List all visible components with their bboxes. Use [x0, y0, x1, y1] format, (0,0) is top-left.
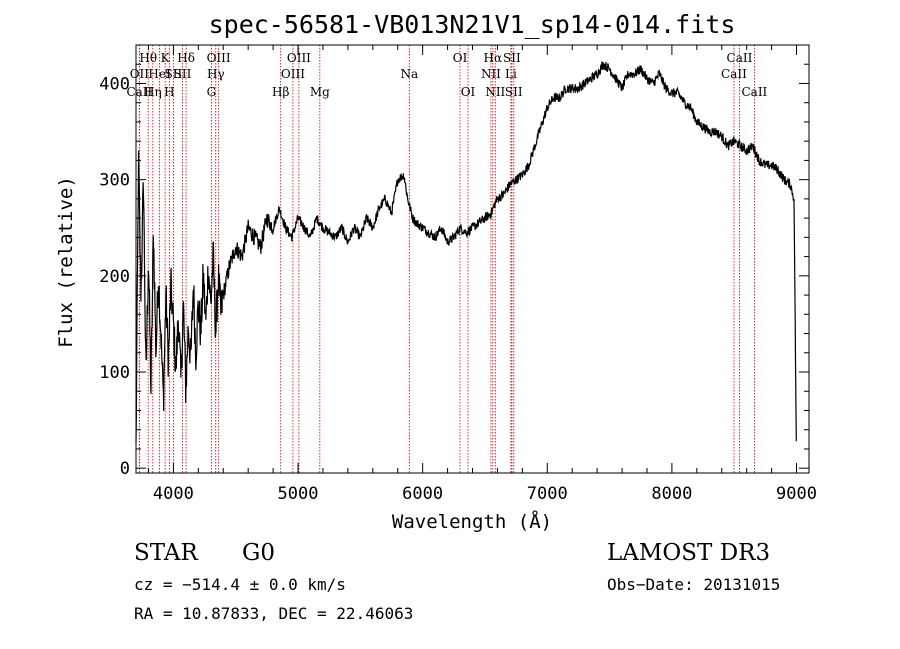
- spectral-line-label: SII: [165, 67, 183, 81]
- spectrum-series-line: [135, 60, 797, 443]
- y-tick-label: 0: [120, 459, 130, 479]
- coordinates-text: RA = 10.87833, DEC = 22.46063: [134, 604, 414, 623]
- x-tick-label: 6000: [402, 484, 443, 504]
- spectral-line-label: OIII: [281, 67, 305, 81]
- spectral-line-label: G: [207, 85, 217, 99]
- y-tick-label: 100: [99, 363, 130, 383]
- y-axis-ticks: 0 100 200 300 400: [99, 63, 809, 479]
- spectral-line-label: Hγ: [207, 67, 225, 81]
- y-tick-label: 400: [99, 74, 130, 94]
- spectral-line-label: SII: [174, 67, 192, 81]
- object-class: STAR: [134, 540, 198, 566]
- spectral-line-label: Hθ: [139, 51, 157, 65]
- y-axis-label: Flux (relative): [55, 176, 77, 348]
- object-subclass: G0: [242, 540, 276, 566]
- spectral-line-label: HeI: [148, 67, 171, 81]
- spectral-line-label: Mg: [310, 85, 330, 99]
- spectral-line-label: SII: [505, 85, 523, 99]
- obs-date-text: Obs−Date: 20131015: [607, 575, 781, 594]
- spectral-line-label: CaII: [721, 67, 747, 81]
- spectral-line-label: Hδ: [177, 51, 195, 65]
- x-tick-label: 5000: [278, 484, 319, 504]
- spectral-line-label: H: [164, 85, 174, 99]
- survey-name: LAMOST DR3: [607, 540, 771, 566]
- x-tick-label: 7000: [527, 484, 568, 504]
- plot-frame: [135, 44, 810, 474]
- redshift-text: cz = −514.4 ± 0.0 km/s: [134, 575, 346, 594]
- spectral-line-label: NII: [481, 67, 501, 81]
- x-axis-label: Wavelength (Å): [392, 510, 552, 533]
- x-axis-ticks: 4000 5000 6000 7000 8000 9000: [147, 45, 817, 504]
- spectral-line-label: Hα: [484, 51, 503, 65]
- spectral-line-label: CaII: [126, 85, 152, 99]
- x-tick-label: 9000: [776, 484, 817, 504]
- spectral-line-label: Na: [400, 67, 418, 81]
- spectral-line-label: K: [161, 51, 171, 65]
- spectral-line-label: Hη: [144, 85, 162, 99]
- spectral-line-label: OI: [461, 85, 476, 99]
- spectral-line-label: Li: [505, 67, 517, 81]
- spectral-line-label: OIII: [287, 51, 311, 65]
- spectral-line-label: CaII: [727, 51, 753, 65]
- x-tick-label: 4000: [153, 484, 194, 504]
- y-tick-label: 300: [99, 171, 130, 191]
- spectral-line-label: Hβ: [272, 85, 289, 99]
- y-tick-label: 200: [99, 267, 130, 287]
- x-tick-label: 8000: [651, 484, 692, 504]
- spectral-line-label: OIII: [207, 51, 231, 65]
- spectral-line-label: CaII: [741, 85, 767, 99]
- spectral-line-label: SII: [503, 51, 521, 65]
- spectral-line-label: NII: [485, 85, 505, 99]
- chart-title: spec-56581-VB013N21V1_sp14-014.fits: [209, 10, 736, 39]
- spectral-line-label: OII: [130, 67, 150, 81]
- spectral-line-label: OI: [453, 51, 468, 65]
- spectral-line-markers: [138, 45, 755, 473]
